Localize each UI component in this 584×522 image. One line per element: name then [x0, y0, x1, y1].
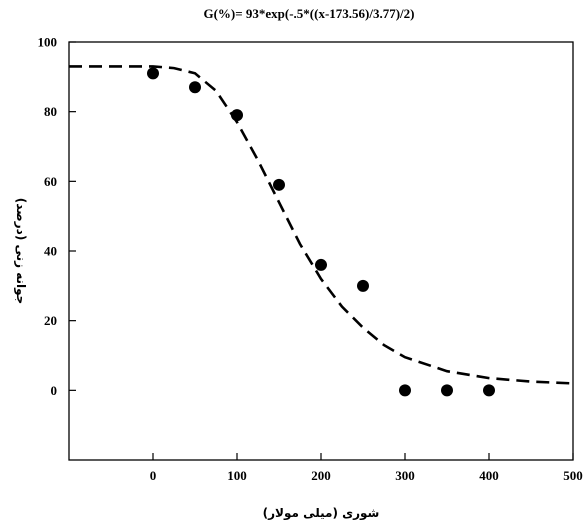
data-point — [147, 67, 159, 80]
x-axis-label: شوری (میلی مولار) — [263, 506, 380, 521]
fit-curve — [69, 65, 574, 385]
chart-title: G(%)= 93*exp(-.5*((x-173.56)/3.77)/2) — [203, 6, 414, 21]
x-tick-label: 0 — [150, 468, 157, 483]
x-axis: 0 100 200 300 400 500 — [150, 453, 583, 483]
fit-curve-path — [69, 65, 574, 385]
y-tick-label: 40 — [44, 244, 57, 259]
y-tick-label: 0 — [51, 383, 58, 398]
x-tick-label: 500 — [563, 468, 583, 483]
data-point — [231, 109, 243, 122]
x-tick-label: 300 — [395, 468, 415, 483]
y-axis-label: جوانه زنی (درصد) — [13, 198, 28, 305]
data-points — [147, 67, 495, 397]
x-tick-label: 200 — [311, 468, 331, 483]
y-tick-label: 80 — [44, 104, 57, 119]
data-point — [189, 81, 201, 94]
data-point — [315, 258, 327, 271]
data-point — [399, 384, 411, 397]
data-point — [441, 384, 453, 397]
x-tick-label: 100 — [227, 468, 247, 483]
data-point — [273, 178, 285, 191]
y-tick-label: 100 — [38, 35, 58, 50]
y-tick-label: 60 — [44, 174, 57, 189]
data-point — [483, 384, 495, 397]
plot-area-frame — [68, 41, 574, 461]
y-tick-label: 20 — [44, 313, 57, 328]
y-axis: 0 20 40 60 80 100 — [38, 35, 76, 398]
x-tick-label: 400 — [479, 468, 499, 483]
data-point — [357, 279, 369, 292]
